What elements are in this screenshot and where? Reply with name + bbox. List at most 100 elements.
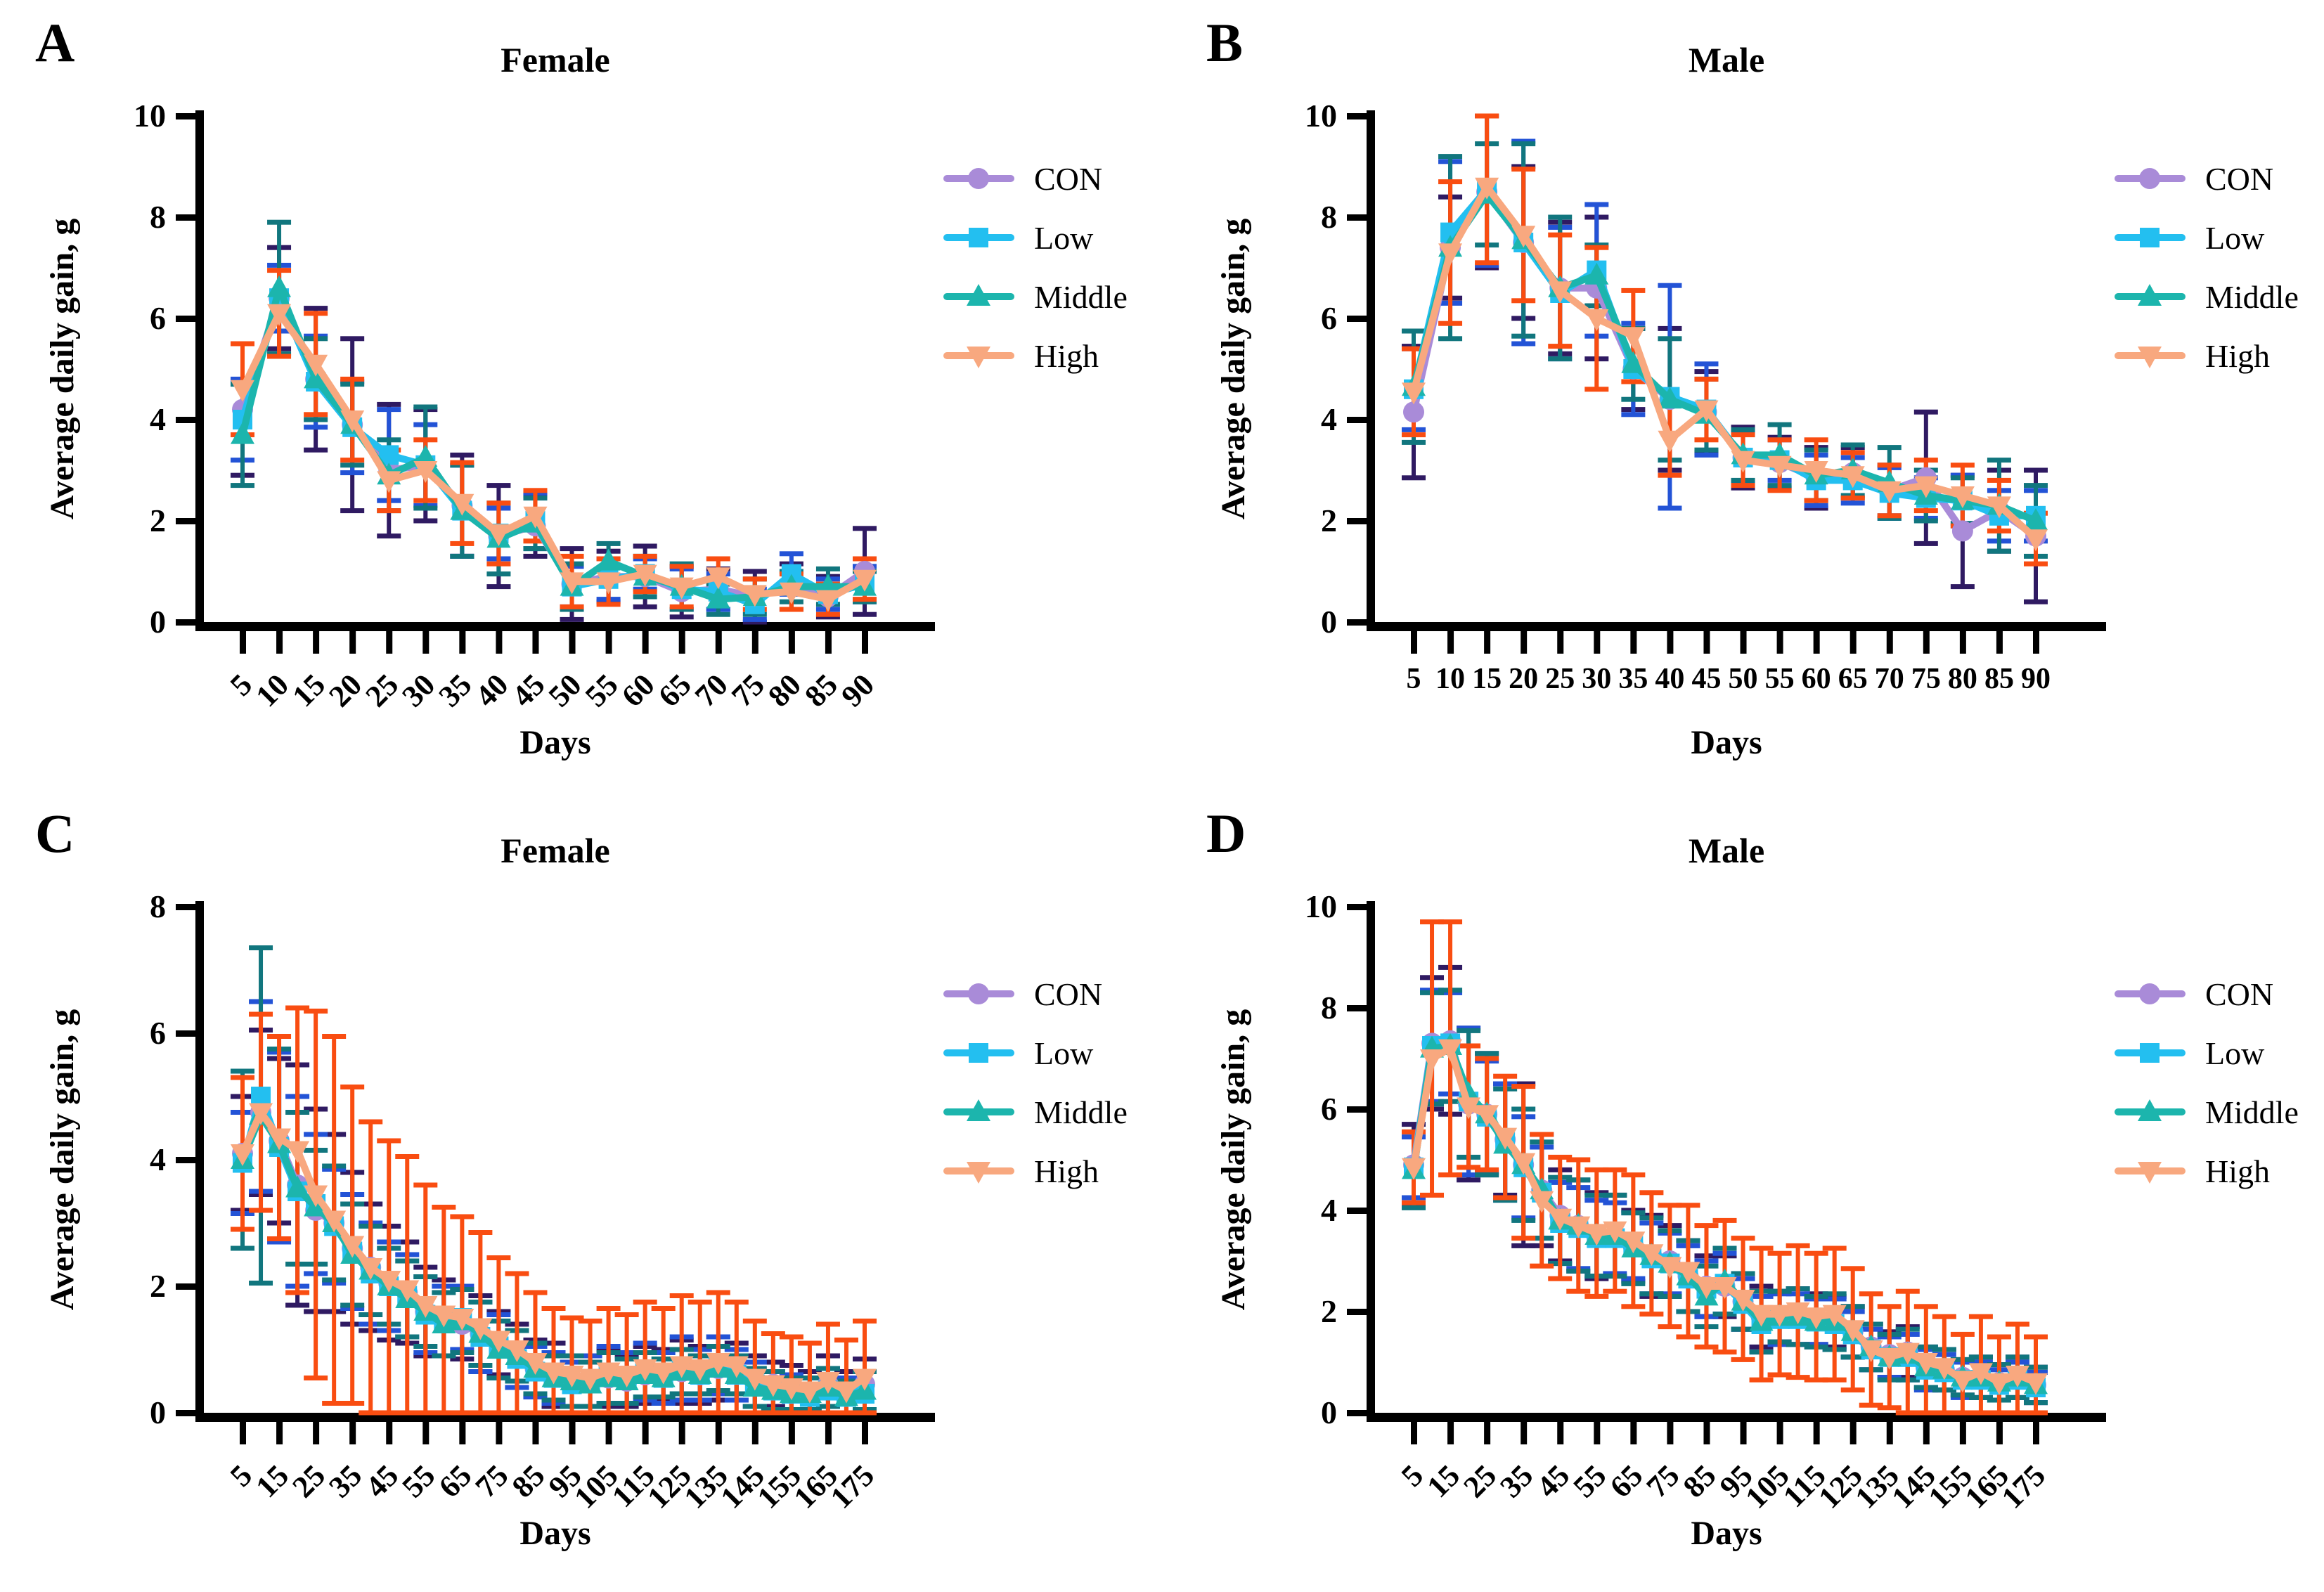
y-axis — [195, 901, 204, 1421]
x-tick — [532, 631, 539, 654]
triangle-down-marker — [1987, 1373, 2011, 1395]
panel-a: A Female 0 2 4 6 8 10 5 10 15 20 25 30 35 40 45 50 55 60 6… — [28, 12, 1199, 801]
legend-label: High — [2205, 337, 2270, 374]
triangle-up-glyph — [2138, 1099, 2162, 1121]
y-axis — [1367, 110, 1375, 630]
x-tick — [240, 1422, 246, 1444]
x-tick-label: 45 — [1691, 663, 1721, 695]
y-axis-title: Average daily gain, g — [1215, 219, 1252, 519]
x-tick — [1521, 1422, 1528, 1444]
triangle-down-marker — [1804, 1307, 1828, 1330]
triangle-up-marker — [1584, 262, 1609, 285]
triangle-down-marker — [377, 1271, 401, 1293]
triangle-down-marker — [1676, 1262, 1700, 1284]
triangle-down-marker — [2024, 1373, 2048, 1395]
triangle-down-marker — [1950, 486, 1975, 508]
y-tick-label: 8 — [150, 199, 166, 235]
legend-entry-high: High — [2113, 337, 2324, 374]
y-tick-label: 2 — [1321, 503, 1337, 538]
triangle-up-legend-icon — [943, 284, 1014, 306]
y-tick — [1347, 1208, 1367, 1214]
x-tick-label: 60 — [1802, 663, 1831, 695]
x-tick — [276, 631, 283, 654]
triangle-down-glyph — [2138, 347, 2162, 368]
legend-d: CON Low Middle High — [2113, 976, 2324, 1189]
x-tick-label: 85 — [1984, 663, 2014, 695]
x-tick — [1886, 1422, 1893, 1444]
triangle-down-marker — [1731, 451, 1755, 473]
triangle-down-marker — [1950, 1371, 1975, 1393]
x-tick — [349, 1422, 356, 1444]
triangle-up-glyph — [2138, 284, 2162, 306]
x-tick — [1447, 631, 1454, 654]
triangle-down-marker — [1822, 1305, 1847, 1327]
legend-entry-con: CON — [942, 161, 1153, 197]
y-tick — [176, 417, 195, 423]
y-tick-label: 8 — [1321, 990, 1337, 1025]
y-tick-label: 2 — [150, 1268, 166, 1304]
triangle-down-marker — [669, 577, 694, 600]
triangle-down-marker — [1475, 177, 1499, 200]
y-tick-label: 0 — [150, 1394, 166, 1430]
panel-letter-a: A — [35, 12, 75, 73]
triangle-down-marker — [578, 1368, 602, 1391]
triangle-down-marker — [231, 1144, 254, 1166]
triangle-down-marker — [797, 1381, 822, 1404]
x-tick — [1484, 631, 1491, 654]
triangle-down-legend-icon — [2115, 347, 2186, 368]
x-tick-label: 175 — [824, 1458, 881, 1515]
triangle-down-marker — [231, 380, 254, 402]
x-tick — [1703, 631, 1710, 654]
triangle-down-marker — [1438, 1039, 1463, 1061]
legend-label: Low — [1034, 1035, 1094, 1071]
y-tick-label: 6 — [1321, 300, 1337, 336]
chart-title-b: Male — [1688, 40, 1765, 79]
x-tick — [1447, 1422, 1454, 1444]
circle-glyph — [2139, 168, 2160, 189]
triangle-down-marker — [2024, 529, 2048, 552]
triangle-down-glyph — [2138, 1162, 2162, 1184]
x-tick-label: 20 — [1509, 663, 1538, 695]
x-tick — [569, 631, 576, 654]
y-tick — [1347, 1106, 1367, 1113]
x-tick — [678, 1422, 685, 1444]
x-tick-label: 10 — [1435, 663, 1465, 695]
triangle-down-marker — [468, 1318, 493, 1340]
series-line-low — [1410, 186, 2039, 519]
triangle-down-marker — [1402, 382, 1426, 405]
triangle-down-marker — [1584, 309, 1609, 331]
x-tick — [825, 631, 832, 654]
panel-letter-b: B — [1206, 12, 1244, 73]
x-tick — [1923, 1422, 1930, 1444]
y-tick — [176, 904, 195, 910]
chart-canvas-c: 0246851525354555657585951051151251351451… — [44, 888, 935, 1552]
x-tick-label: 70 — [1875, 663, 1904, 695]
x-tick — [715, 1422, 722, 1444]
triangle-up-marker — [267, 275, 292, 297]
legend-entry-middle: Middle — [2113, 279, 2324, 315]
x-tick — [1996, 631, 2003, 654]
triangle-down-marker — [1530, 1191, 1554, 1213]
circle-legend-icon — [2115, 983, 2186, 1004]
x-tick — [1849, 631, 1857, 654]
y-tick — [176, 1157, 195, 1163]
legend-entry-low: Low — [2113, 1035, 2324, 1071]
series-markers-high — [231, 1103, 877, 1404]
circle-legend-icon — [943, 983, 1014, 1004]
x-tick — [386, 1422, 393, 1444]
triangle-down-marker — [706, 567, 730, 590]
x-tick — [496, 1422, 503, 1444]
triangle-down-marker — [413, 1296, 438, 1318]
panel-letter-d: D — [1206, 803, 1246, 864]
legend-entry-middle: Middle — [942, 1094, 1153, 1130]
triangle-down-marker — [2005, 1366, 2029, 1387]
x-tick — [422, 1422, 430, 1444]
y-tick — [1347, 1005, 1367, 1011]
triangle-down-marker — [1658, 1257, 1682, 1279]
legend-label: Low — [2205, 1035, 2265, 1071]
triangle-down-marker — [815, 590, 840, 612]
triangle-down-marker — [687, 1359, 712, 1381]
triangle-down-marker — [505, 1340, 529, 1362]
triangle-down-marker — [249, 1103, 273, 1125]
triangle-down-marker — [1913, 476, 1938, 498]
